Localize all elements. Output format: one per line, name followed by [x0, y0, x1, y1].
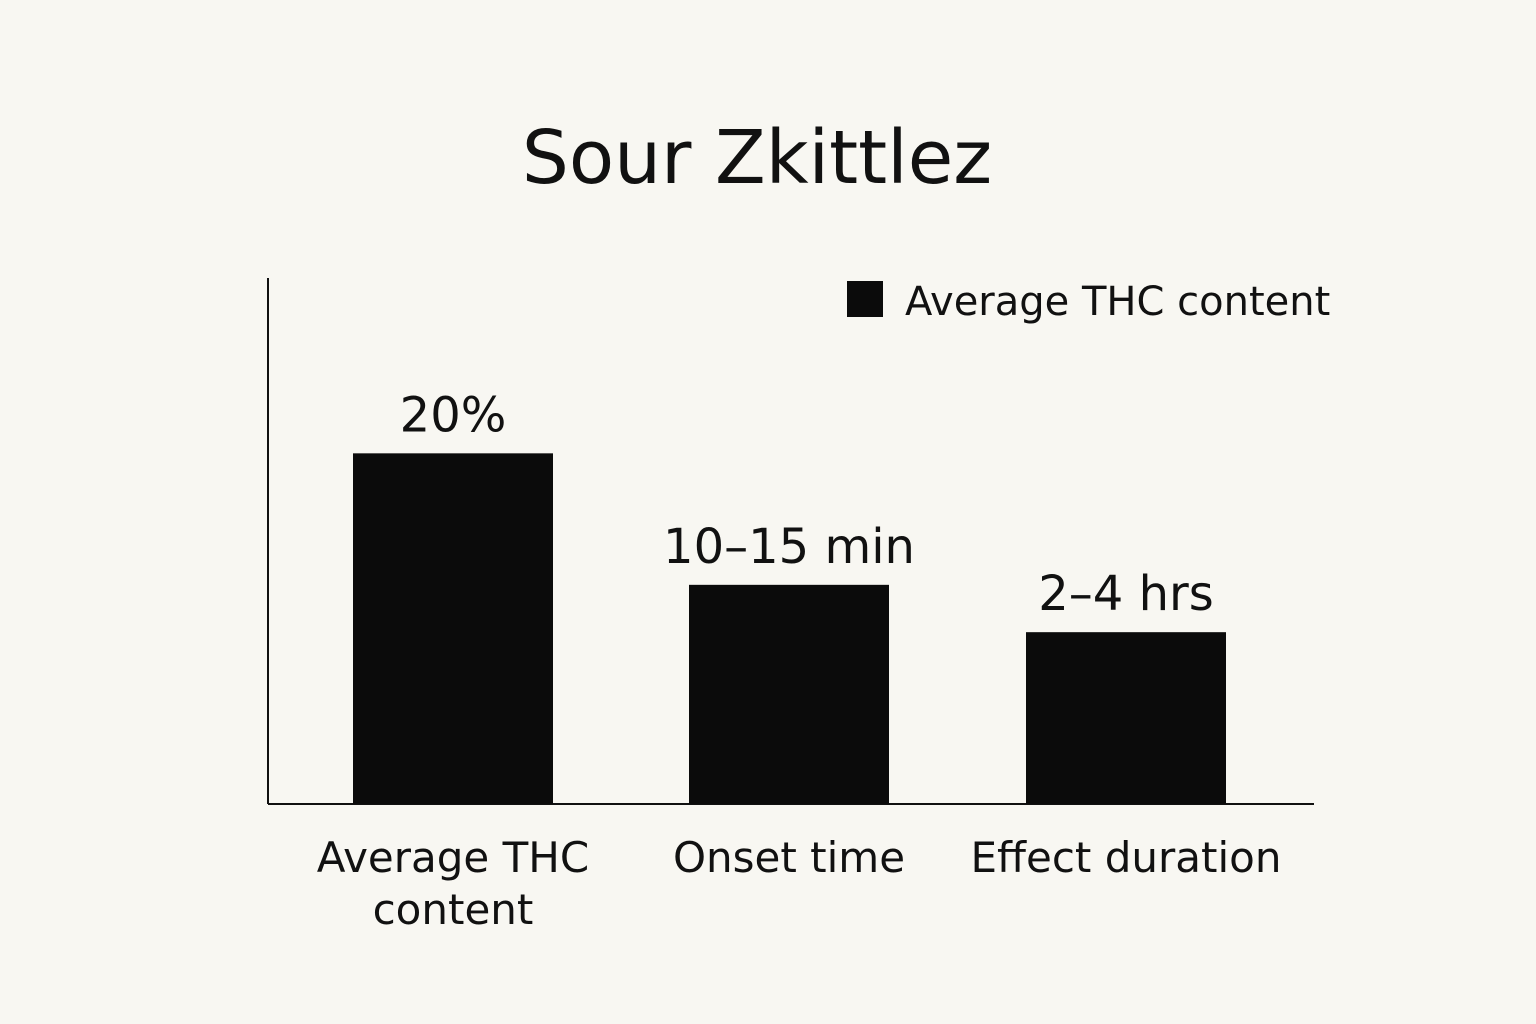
chart-title: Sour Zkittlez — [522, 115, 992, 201]
category-label-1: Onset time — [673, 833, 905, 882]
bar-1 — [689, 584, 889, 804]
legend: Average THC content — [847, 279, 1330, 325]
value-labels: 20% 10–15 min 2–4 hrs — [400, 387, 1214, 622]
bar-0 — [353, 453, 553, 804]
value-label-0: 20% — [400, 387, 507, 443]
value-label-1: 10–15 min — [663, 519, 915, 575]
category-labels: Average THC content Onset time Effect durat… — [317, 833, 1282, 934]
value-label-2: 2–4 hrs — [1038, 566, 1214, 622]
bar-series — [353, 453, 1226, 804]
category-label-2: Effect duration — [971, 833, 1282, 882]
legend-label: Average THC content — [905, 279, 1330, 325]
bar-2 — [1026, 632, 1226, 804]
legend-swatch — [847, 281, 883, 317]
category-label-0: Average THC content — [317, 833, 589, 934]
